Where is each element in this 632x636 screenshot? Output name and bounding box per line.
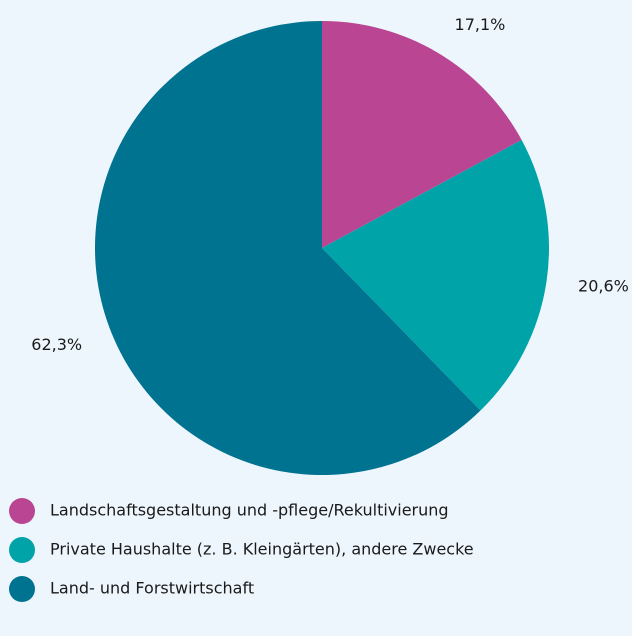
pie-slice bbox=[322, 139, 549, 411]
legend-marker bbox=[9, 576, 35, 602]
legend-marker bbox=[9, 498, 35, 524]
legend-label: Land- und Forstwirtschaft bbox=[50, 579, 254, 598]
pie-slice bbox=[322, 21, 522, 248]
legend-label: Landschaftsgestaltung und -pflege/Rekult… bbox=[50, 501, 449, 520]
data-label: 17,1% bbox=[455, 15, 506, 34]
pie-slice bbox=[94, 21, 481, 476]
data-label: 62,3% bbox=[31, 335, 82, 354]
data-label: 20,6% bbox=[578, 276, 629, 295]
legend-marker bbox=[9, 537, 35, 563]
legend-label: Private Haushalte (z. B. Kleingärten), a… bbox=[50, 540, 474, 559]
